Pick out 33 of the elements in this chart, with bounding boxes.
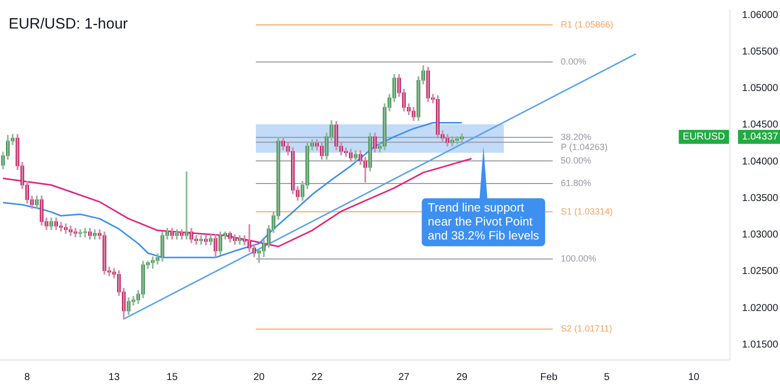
ref-line-label: S1 (1.03314): [560, 206, 613, 216]
y-tick-label: 1.05000: [742, 83, 779, 94]
x-tick-label: 13: [108, 372, 120, 383]
annotation: 0.00%: [560, 56, 586, 66]
x-tick-label: 27: [398, 372, 410, 383]
annotation: 38.20%: [560, 132, 592, 142]
y-tick-label: 1.02500: [742, 266, 779, 278]
x-tick-label: 22: [311, 372, 323, 383]
x-tick-label: 5: [604, 372, 610, 383]
x-tick-label: 10: [688, 372, 700, 383]
y-tick-label: 1.04000: [742, 156, 779, 168]
annotation: Trend line support near the Pivot Point and 38.2% Fib levels: [428, 200, 540, 243]
x-tick-label: Feb: [540, 372, 558, 383]
y-tick-label: 1.01500: [742, 339, 779, 350]
y-tick-label: 1.06000: [742, 10, 779, 21]
ref-line-label: S2 (1.01711): [560, 324, 612, 334]
annotation: 61.80%: [560, 178, 592, 188]
annotation: 50.00%: [560, 155, 592, 166]
annotation: EURUSD: [682, 132, 726, 143]
x-tick-label: 20: [253, 372, 266, 383]
x-tick-label: 29: [456, 372, 468, 383]
ref-line-label: P (1.04263): [560, 142, 608, 152]
x-tick-label: 15: [166, 372, 178, 383]
ref-line-label: R1 (1.05866): [560, 19, 614, 30]
annotation: 100.00%: [560, 253, 596, 264]
x-tick-label: 8: [24, 372, 30, 383]
y-tick-label: 1.02000: [742, 302, 779, 314]
y-tick-label: 1.05500: [742, 46, 779, 58]
y-tick-label: 1.03000: [742, 230, 779, 241]
y-tick-label: 1.04337: [742, 132, 779, 143]
y-tick-label: 1.04500: [742, 120, 779, 131]
chart-title: EUR/USD: 1-hour: [8, 16, 128, 33]
y-tick-label: 1.03500: [742, 192, 779, 204]
